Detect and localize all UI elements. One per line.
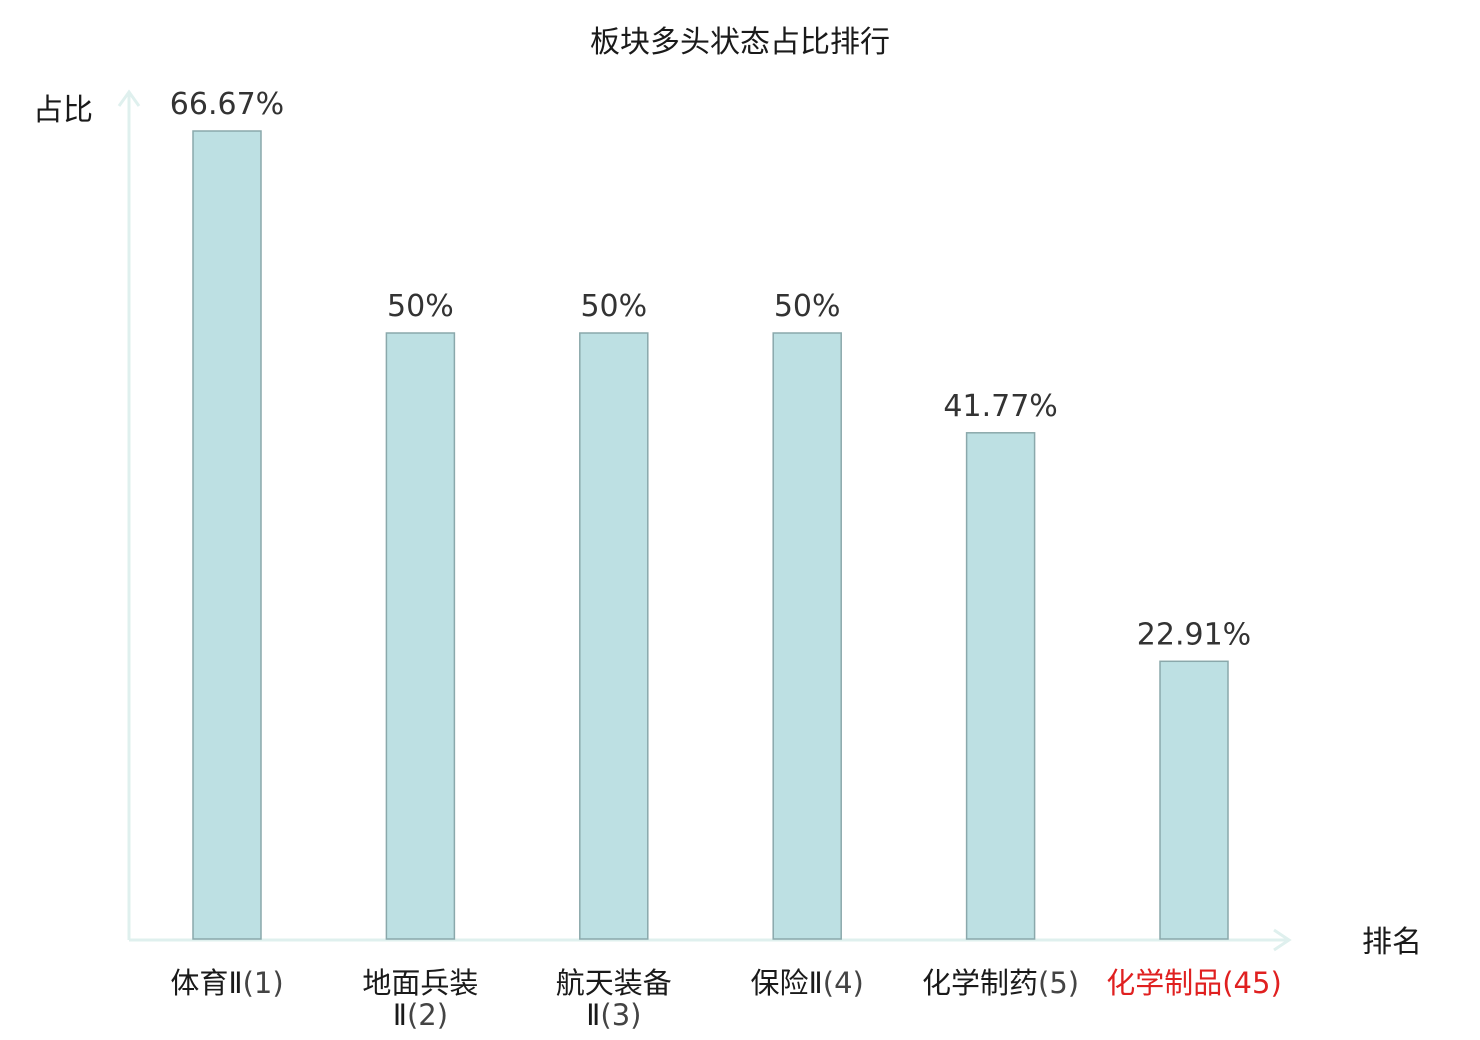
category-rank: (2): [407, 998, 448, 1032]
category-rank: (4): [823, 966, 864, 1000]
category-name: 地面兵装: [362, 966, 478, 1000]
bar: [192, 130, 262, 940]
value-labels: 66.67% 50% 50% 50% 41.77% 22.91%: [170, 87, 1251, 652]
category-rank: (5): [1038, 966, 1079, 1000]
bar: [965, 432, 1036, 940]
bar: [579, 332, 649, 940]
value-label: 50%: [774, 289, 841, 324]
value-label: 50%: [387, 289, 454, 324]
bar: [385, 332, 456, 940]
category-labels: 体育Ⅱ(1) 地面兵装 Ⅱ(2) 航天装备 Ⅱ(3) 保险Ⅱ(4) 化学制药(5) 化学制品(…: [170, 966, 1281, 1032]
category-label: 化学制品(45): [1106, 966, 1282, 1000]
category-rank: (1): [243, 966, 284, 1000]
chart-title: 板块多头状态占比排行: [590, 25, 890, 60]
category-label: 化学制药(5): [922, 966, 1079, 1000]
y-axis-title: 占比: [33, 93, 93, 128]
bar: [772, 332, 842, 940]
category-label: 体育Ⅱ(1): [170, 966, 283, 1000]
y-axis: [117, 89, 141, 940]
value-label: 66.67%: [170, 87, 284, 122]
category-name: 化学制品(45): [1106, 966, 1282, 1000]
category-name: 航天装备: [556, 966, 672, 1000]
category-label: 航天装备 Ⅱ(3): [556, 966, 672, 1032]
value-label: 41.77%: [943, 389, 1057, 424]
category-name: 体育Ⅱ(1): [170, 966, 283, 1000]
category-label: 地面兵装 Ⅱ(2): [362, 966, 478, 1032]
x-axis: [129, 928, 1292, 952]
category-label: 保险Ⅱ(4): [751, 966, 864, 1000]
category-rank: (3): [600, 998, 641, 1032]
bars: [192, 130, 1229, 940]
category-name: Ⅱ(2): [393, 998, 448, 1032]
category-name: 化学制药(5): [922, 966, 1079, 1000]
value-label: 50%: [580, 289, 647, 324]
x-axis-title: 排名: [1362, 925, 1422, 960]
category-name: 保险Ⅱ(4): [751, 966, 864, 1000]
category-name: Ⅱ(3): [586, 998, 641, 1032]
bar: [1159, 660, 1229, 940]
value-label: 22.91%: [1137, 617, 1251, 652]
category-rank: (45): [1222, 966, 1282, 1000]
